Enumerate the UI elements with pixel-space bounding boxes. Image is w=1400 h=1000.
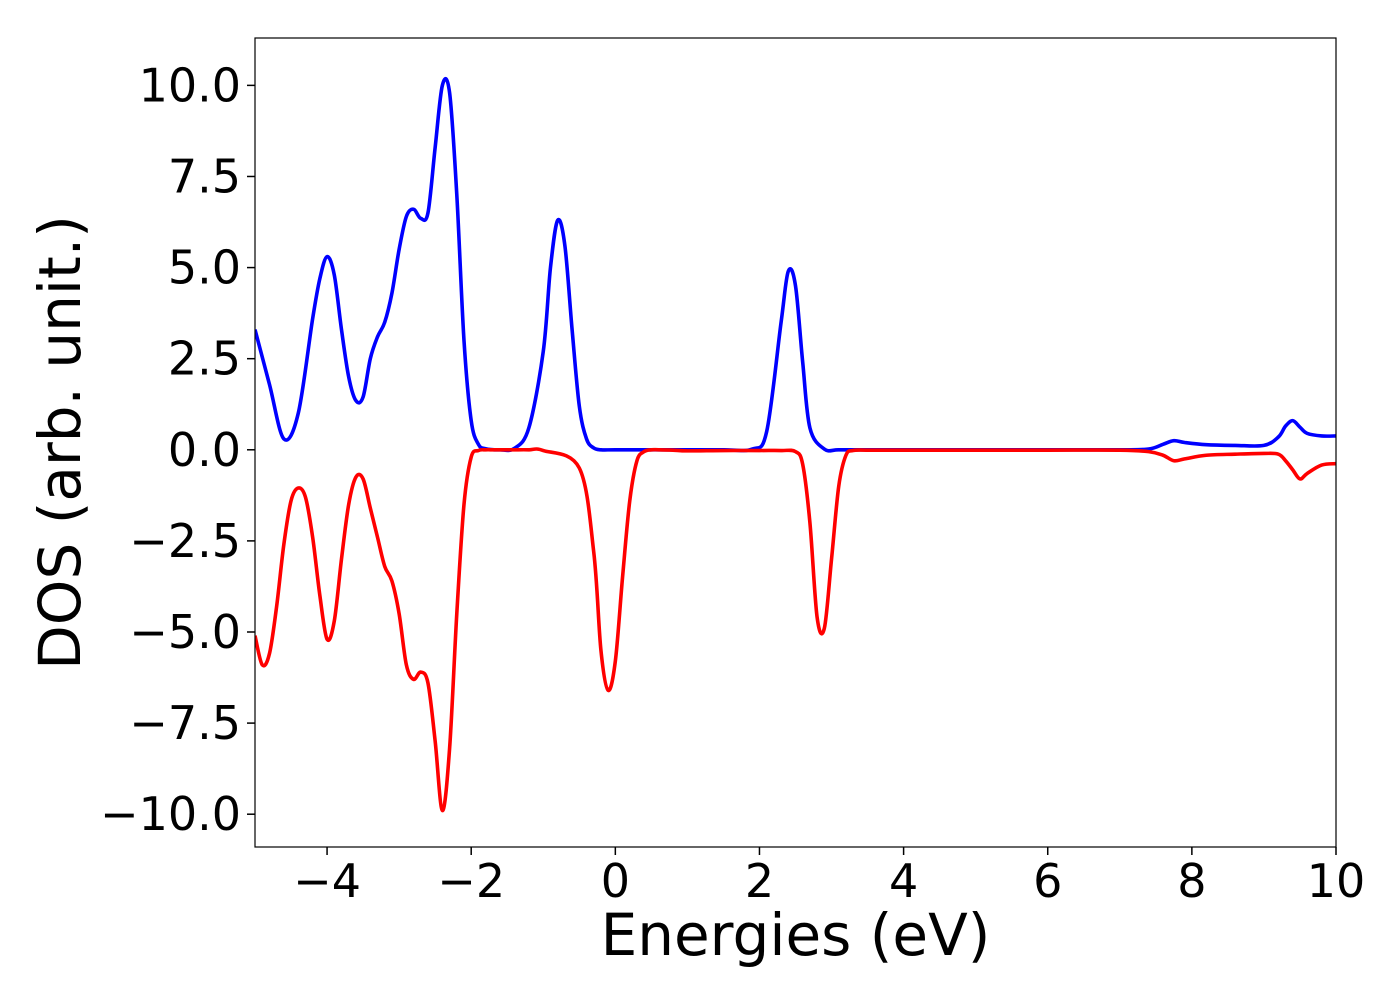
x-tick-label: 10 [1307,854,1366,908]
x-axis: −4 −2 0 2 4 6 8 10 [293,847,1365,908]
dos-series-line-red [255,447,1336,813]
axes-frame [254,37,1337,848]
dos-series-line-blue [255,76,1336,453]
y-tick-label: −5.0 [129,605,241,659]
x-tick-label: 2 [745,854,774,908]
y-tick-label: −2.5 [129,514,241,568]
y-tick-label: −10.0 [100,787,241,841]
y-tick-label: −7.5 [129,696,241,750]
y-axis-title: DOS (arb. unit.) [26,215,94,670]
x-tick-label: 0 [601,854,630,908]
x-tick-label: −2 [437,854,505,908]
y-tick-label: 0.0 [168,423,241,477]
y-tick-label: 10.0 [139,58,241,112]
x-tick-label: 8 [1177,854,1206,908]
x-tick-label: 4 [889,854,918,908]
x-tick-label: 6 [1033,854,1062,908]
x-axis-title: Energies (eV) [601,901,991,969]
y-tick-label: 7.5 [168,149,241,203]
y-tick-label: 2.5 [168,332,241,386]
x-tick-label: −4 [293,854,361,908]
y-axis: 10.0 7.5 5.0 2.5 0.0 −2.5 −5.0 −7.5 −10.0 [100,58,255,841]
y-tick-label: 5.0 [168,241,241,295]
